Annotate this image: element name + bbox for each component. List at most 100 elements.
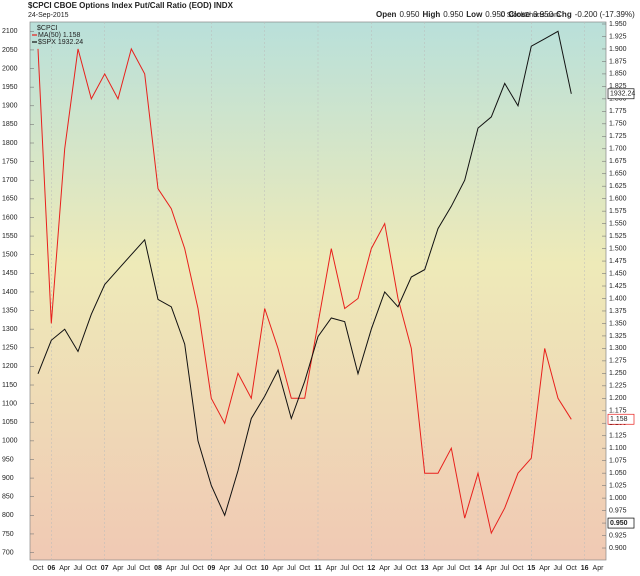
y2-tick-label: 0.975 (609, 507, 627, 514)
y2-tick-label: 1.650 (609, 171, 627, 178)
y-tick-label: 1650 (2, 196, 18, 203)
x-tick-label: 07 (101, 565, 109, 572)
y2-tick-label: 1.675 (609, 158, 627, 165)
quote-high-label: High (422, 10, 440, 19)
quote-open: 0.950 (399, 10, 420, 19)
y2-tick-label: 1.725 (609, 133, 627, 140)
y-tick-label: 850 (2, 494, 14, 501)
x-tick-label: Oct (139, 565, 150, 572)
x-tick-label: Oct (33, 565, 44, 572)
x-tick-label: Apr (379, 565, 391, 572)
x-tick-label: Jul (554, 565, 563, 572)
x-tick-label: Apr (219, 565, 231, 572)
x-tick-label: Jul (340, 565, 349, 572)
x-tick-label: 15 (527, 565, 535, 572)
x-tick-label: 12 (367, 565, 375, 572)
y-tick-label: 1700 (2, 177, 18, 184)
x-tick-label: 10 (261, 565, 269, 572)
y2-tick-label: 1.250 (609, 370, 627, 377)
y2-tick-label: 1.450 (609, 270, 627, 277)
close-box (607, 517, 635, 529)
y2-tick-label: 0.900 (609, 545, 627, 552)
x-tick-label: 14 (474, 565, 482, 572)
last-value-label: 1.158 (610, 416, 628, 423)
y-tick-label: 1300 (2, 326, 18, 333)
y2-tick-label: 1.375 (609, 308, 627, 315)
x-tick-label: Jul (180, 565, 189, 572)
x-tick-label: 06 (47, 565, 55, 572)
x-tick-label: 11 (314, 565, 322, 572)
y-tick-label: 2050 (2, 47, 18, 54)
quote-chg: -0.200 (-17.39%) (575, 10, 635, 19)
y2-tick-label: 1.325 (609, 333, 627, 340)
y2-tick-label: 1.750 (609, 121, 627, 128)
legend-title: $CPCI (37, 25, 58, 32)
x-tick-label: Jul (447, 565, 456, 572)
y2-tick-label: 1.125 (609, 433, 627, 440)
y-tick-label: 2000 (2, 65, 18, 72)
quote-low-label: Low (466, 10, 483, 19)
y-tick-label: 950 (2, 456, 14, 463)
x-tick-label: 13 (421, 565, 429, 572)
y-tick-label: 700 (2, 549, 14, 556)
x-tick-label: Apr (326, 565, 338, 572)
x-tick-label: Apr (486, 565, 498, 572)
y-tick-label: 1950 (2, 84, 18, 91)
close-label: 0.950 (610, 520, 628, 527)
y-tick-label: 800 (2, 512, 14, 519)
x-tick-label: Apr (593, 565, 605, 572)
x-tick-label: Oct (299, 565, 310, 572)
x-tick-label: Oct (86, 565, 97, 572)
quote-close: 0.950 (533, 10, 554, 19)
x-tick-label: Oct (353, 565, 364, 572)
y-tick-label: 750 (2, 531, 14, 538)
last-value-box (607, 413, 635, 425)
y2-tick-label: 1.800 (609, 96, 627, 103)
series-line (37, 30, 572, 517)
quote-open-label: Open (376, 10, 397, 19)
x-tick-label: Oct (566, 565, 577, 572)
y2-tick-label: 1.900 (609, 46, 627, 53)
chart-title: $CPCI CBOE Options Index Put/Call Ratio … (28, 1, 234, 10)
y2-tick-label: 1.775 (609, 108, 627, 115)
quote-close-label: Close (508, 10, 530, 19)
x-tick-label: Jul (127, 565, 136, 572)
y2-tick-label: 1.600 (609, 196, 627, 203)
y-tick-label: 1400 (2, 289, 18, 296)
y-tick-label: 1050 (2, 419, 18, 426)
x-tick-label: Oct (193, 565, 204, 572)
x-tick-label: Apr (273, 565, 285, 572)
y2-tick-label: 1.200 (609, 395, 627, 402)
x-tick-label: Oct (459, 565, 470, 572)
y-tick-label: 1250 (2, 345, 18, 352)
x-tick-label: Jul (74, 565, 83, 572)
y2-tick-label: 1.850 (609, 71, 627, 78)
x-tick-label: Apr (59, 565, 71, 572)
y2-tick-label: 1.100 (609, 445, 627, 452)
y-tick-label: 1500 (2, 252, 18, 259)
y-tick-label: 1200 (2, 363, 18, 370)
quote-chg-label: Chg (556, 10, 572, 19)
last-value-label: 1932.24 (610, 91, 635, 98)
y2-tick-label: 1.225 (609, 383, 627, 390)
y2-tick-label: 1.025 (609, 482, 627, 489)
y2-tick-label: 0.925 (609, 532, 627, 539)
x-tick-label: Apr (166, 565, 178, 572)
x-tick-label: 16 (581, 565, 589, 572)
y-tick-label: 2100 (2, 28, 18, 35)
series-line (37, 47, 572, 535)
x-tick-label: Oct (246, 565, 257, 572)
date: 24-Sep-2015 (28, 12, 69, 19)
x-tick-label: Apr (433, 565, 445, 572)
quote-low: 0.950 (485, 10, 506, 19)
last-value-box (607, 88, 635, 100)
y-tick-label: 1350 (2, 307, 18, 314)
x-tick-label: 09 (207, 565, 215, 572)
y-tick-label: 1600 (2, 214, 18, 221)
y2-tick-label: 1.425 (609, 283, 627, 290)
y2-tick-label: 1.825 (609, 83, 627, 90)
y2-tick-label: 1.875 (609, 58, 627, 65)
y-tick-label: 1900 (2, 103, 18, 110)
